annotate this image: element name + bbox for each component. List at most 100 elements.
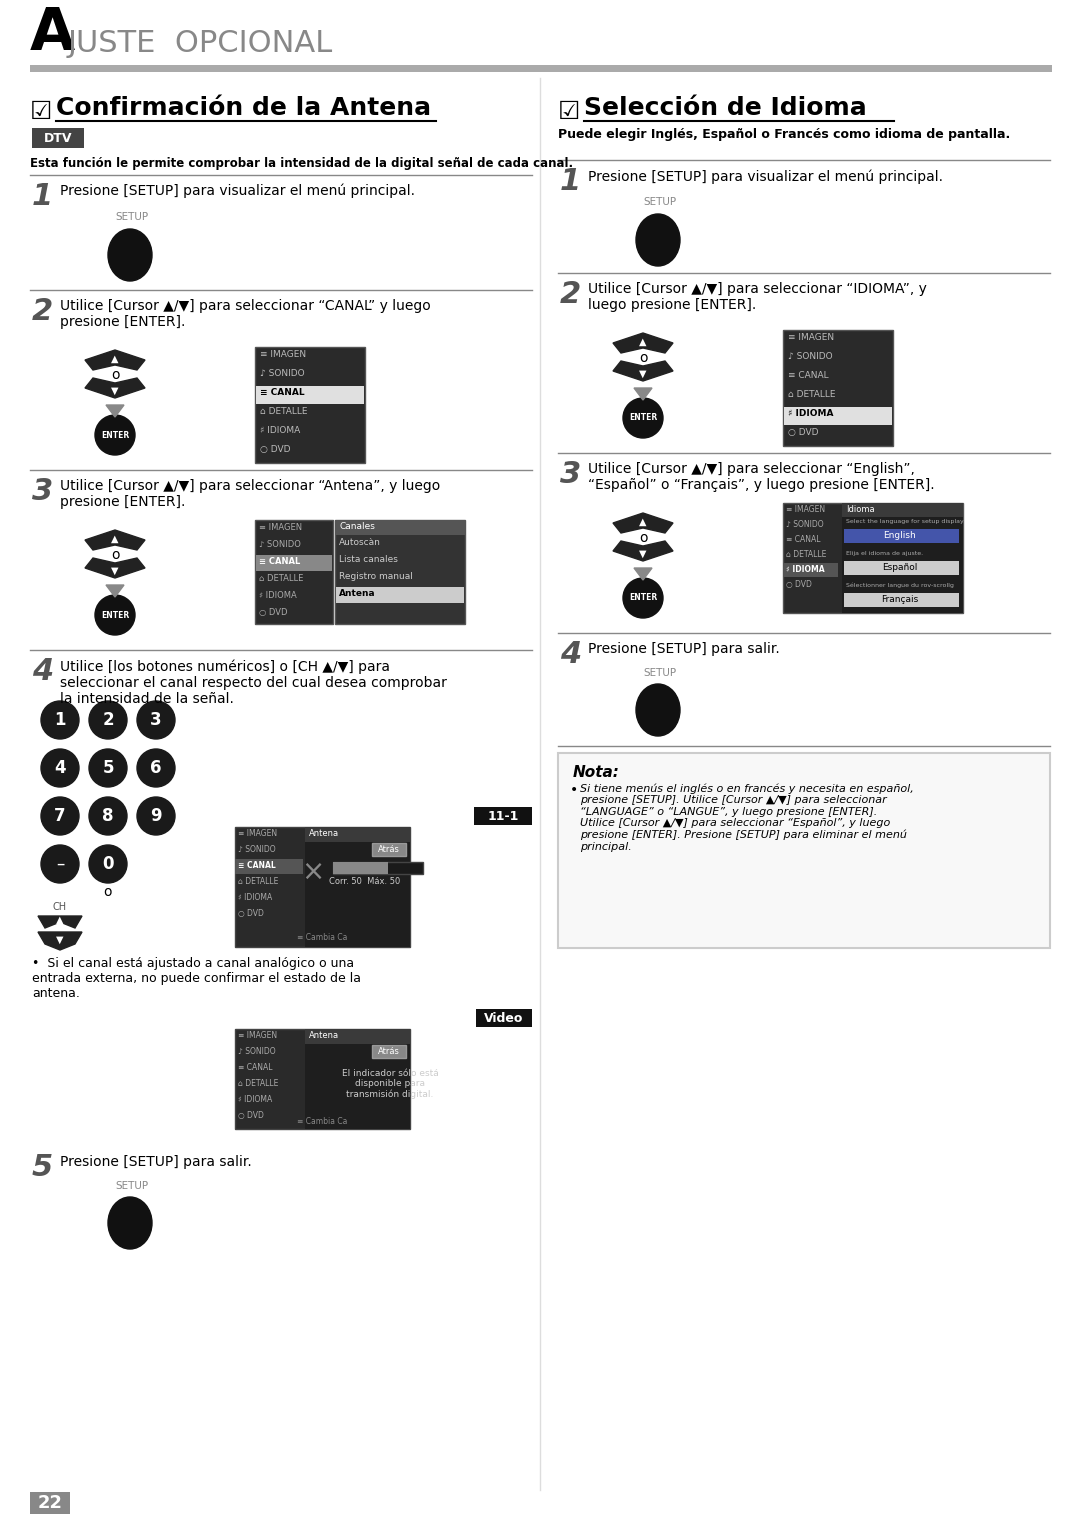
Text: ≡ CANAL: ≡ CANAL [788, 371, 828, 380]
Text: o: o [638, 351, 647, 365]
Text: Si tiene menús el inglés o en francés y necesita en español,
presione [SETUP]. U: Si tiene menús el inglés o en francés y … [580, 783, 914, 852]
Bar [335, 520, 465, 624]
Bar [333, 862, 388, 874]
Circle shape [137, 797, 175, 835]
Text: Utilice [Cursor ▲/▼] para seleccionar “CANAL” y luego
presione [ENTER].: Utilice [Cursor ▲/▼] para seleccionar “C… [60, 299, 431, 330]
Text: ▲: ▲ [56, 916, 64, 925]
Text: ♪ SONIDO: ♪ SONIDO [238, 845, 275, 855]
Bar [336, 588, 464, 603]
Text: 5: 5 [32, 1154, 53, 1183]
Text: ☑: ☑ [30, 101, 52, 124]
Text: ○ DVD: ○ DVD [788, 427, 819, 436]
Text: ≡ IMAGEN: ≡ IMAGEN [788, 333, 834, 342]
Text: Utilice [Cursor ▲/▼] para seleccionar “IDIOMA”, y
luego presione [ENTER].: Utilice [Cursor ▲/▼] para seleccionar “I… [588, 282, 927, 313]
Circle shape [89, 700, 127, 739]
Circle shape [137, 749, 175, 787]
Text: •  Si el canal está ajustado a canal analógico o una
entrada externa, no puede c: • Si el canal está ajustado a canal anal… [32, 957, 361, 1000]
Bar [372, 842, 406, 856]
Bar [842, 504, 963, 613]
Text: ♪ SONIDO: ♪ SONIDO [238, 1047, 275, 1056]
Text: 3: 3 [150, 711, 162, 729]
Text: ≡ CANAL: ≡ CANAL [786, 536, 821, 543]
Text: Atrás: Atrás [378, 1047, 400, 1056]
Text: ⌂ DETALLE: ⌂ DETALLE [238, 877, 279, 887]
Bar [255, 520, 333, 624]
Text: Presione [SETUP] para salir.: Presione [SETUP] para salir. [60, 1155, 252, 1169]
Text: ⌂ DETALLE: ⌂ DETALLE [786, 549, 826, 559]
Polygon shape [613, 542, 673, 562]
Text: o: o [638, 531, 647, 545]
Text: 6: 6 [150, 758, 162, 777]
Ellipse shape [636, 214, 680, 266]
Text: 0: 0 [103, 855, 113, 873]
Circle shape [89, 845, 127, 884]
Text: o: o [111, 548, 119, 562]
Text: Video: Video [484, 1012, 524, 1024]
Ellipse shape [108, 1196, 152, 1248]
Text: Utilice [Cursor ▲/▼] para seleccionar “Antena”, y luego
presione [ENTER].: Utilice [Cursor ▲/▼] para seleccionar “A… [60, 479, 441, 510]
Text: 4: 4 [54, 758, 66, 777]
Text: Lista canales: Lista canales [339, 555, 397, 565]
Text: Esta función le permite comprobar la intensidad de la digital señal de cada cana: Esta función le permite comprobar la int… [30, 157, 573, 169]
Text: ○ DVD: ○ DVD [786, 580, 812, 589]
Text: 3: 3 [32, 478, 53, 507]
Text: 9: 9 [150, 807, 162, 826]
Bar [305, 1029, 410, 1044]
Bar [30, 66, 1052, 72]
Text: ♪ SONIDO: ♪ SONIDO [259, 540, 301, 549]
Bar [783, 330, 893, 446]
Text: ×: × [301, 858, 325, 887]
Bar [305, 827, 410, 842]
Text: Antena: Antena [309, 829, 339, 838]
Text: ≡ Cambia Ca: ≡ Cambia Ca [297, 1117, 347, 1126]
Text: Français: Français [881, 595, 919, 604]
Bar [32, 128, 84, 148]
Text: 8: 8 [103, 807, 113, 826]
Polygon shape [85, 559, 145, 578]
Text: ♪ SONIDO: ♪ SONIDO [788, 353, 833, 362]
Text: ♯ IDIOMA: ♯ IDIOMA [788, 409, 834, 418]
Bar [335, 520, 465, 536]
Text: JUSTE  OPCIONAL: JUSTE OPCIONAL [68, 29, 334, 58]
Text: Nota:: Nota: [573, 765, 620, 780]
Text: o: o [111, 368, 119, 382]
Polygon shape [85, 349, 145, 369]
Text: Utilice [los botones numéricos] o [CH ▲/▼] para
seleccionar el canal respecto de: Utilice [los botones numéricos] o [CH ▲/… [60, 659, 447, 707]
Ellipse shape [623, 578, 663, 618]
Text: ⌂ DETALLE: ⌂ DETALLE [260, 407, 308, 417]
Text: Utilice [Cursor ▲/▼] para seleccionar “English”,
“Español” o “Français”, y luego: Utilice [Cursor ▲/▼] para seleccionar “E… [588, 462, 934, 493]
Text: ENTER: ENTER [100, 610, 130, 620]
Polygon shape [613, 362, 673, 382]
Text: 5: 5 [103, 758, 113, 777]
Text: ♪ SONIDO: ♪ SONIDO [786, 520, 824, 530]
Ellipse shape [95, 415, 135, 455]
Text: CH: CH [53, 902, 67, 913]
Text: ▲: ▲ [639, 337, 647, 346]
Text: ○ DVD: ○ DVD [259, 607, 287, 617]
Circle shape [137, 700, 175, 739]
Text: Puede elegir Inglés, Español o Francés como idioma de pantalla.: Puede elegir Inglés, Español o Francés c… [558, 128, 1010, 140]
Text: Select the language for setup display: Select the language for setup display [846, 519, 963, 523]
Text: SETUP: SETUP [114, 1181, 148, 1190]
Bar [255, 346, 365, 462]
Ellipse shape [95, 595, 135, 635]
Text: ⌂ DETALLE: ⌂ DETALLE [788, 391, 836, 398]
Text: Presione [SETUP] para visualizar el menú principal.: Presione [SETUP] para visualizar el menú… [60, 185, 415, 198]
Text: ENTER: ENTER [629, 414, 657, 423]
Bar [305, 1029, 410, 1129]
Text: 3: 3 [561, 459, 581, 488]
Bar [333, 862, 423, 874]
Text: 4: 4 [561, 639, 581, 668]
Bar [558, 752, 1050, 948]
Polygon shape [85, 378, 145, 398]
Text: ♯ IDIOMA: ♯ IDIOMA [260, 426, 300, 435]
Text: English: English [883, 531, 916, 540]
Text: o: o [104, 885, 112, 899]
Circle shape [89, 797, 127, 835]
Bar [784, 407, 892, 426]
Circle shape [89, 749, 127, 787]
Text: ENTER: ENTER [100, 430, 130, 439]
Ellipse shape [623, 398, 663, 438]
Text: ♪ SONIDO: ♪ SONIDO [260, 369, 305, 378]
Circle shape [41, 749, 79, 787]
